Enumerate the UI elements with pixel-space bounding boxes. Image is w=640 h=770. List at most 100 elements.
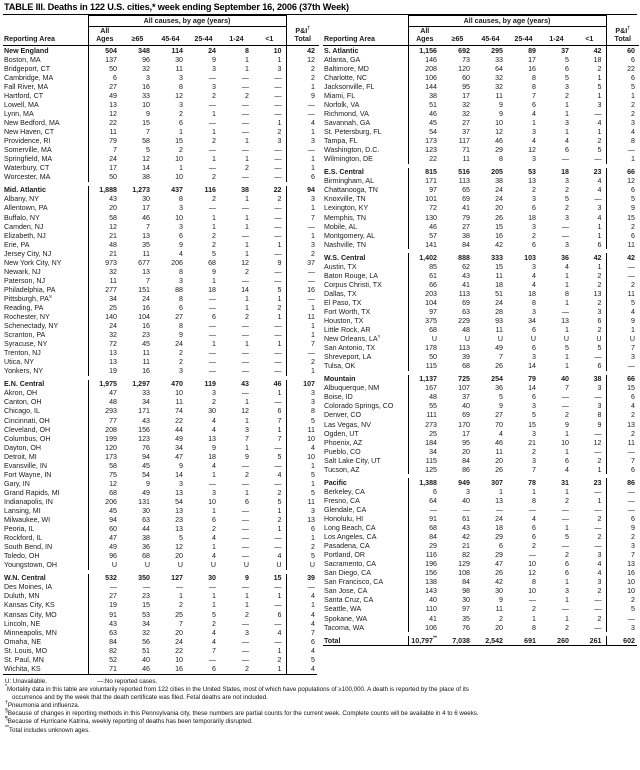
cell-age-under-1: —: [274, 583, 282, 592]
cell-pi-total: 3: [285, 506, 319, 516]
cell-age-45-64: 26: [495, 213, 503, 222]
cell-pi-total: 1: [285, 321, 319, 331]
cell-reporting-area: Philadelphia, PA: [3, 285, 89, 295]
cell-pi-total: 86: [605, 478, 639, 488]
cell-age-1-24: 3: [245, 425, 249, 434]
cell-age-25-44: 7: [532, 91, 536, 100]
cell-reporting-area: Jacksonville, FL: [323, 82, 409, 92]
table-row-region: E.N. Central 1,975 1,297 470 119 43 46 107: [3, 380, 319, 390]
cell-age-25-44: 8: [532, 73, 536, 82]
cell-pi-total: —: [605, 614, 639, 624]
table-row: Milwaukee, WI 94 63 23 6 — 2 13: [3, 515, 319, 525]
cell-pi-total: 9: [605, 316, 639, 326]
cell-all-ages: 11: [109, 276, 117, 285]
cell-age-1-24: —: [241, 516, 249, 525]
cell-age-1-24: 1: [245, 240, 249, 249]
cell-age-25-44: —: [208, 331, 216, 340]
col-pi-total-word-right: Total: [614, 34, 631, 43]
cell-all-ages: 13: [109, 349, 117, 358]
cell-reporting-area: Wilmington, DE: [323, 154, 409, 164]
footnotes: U: Unavailable. —:No reported cases. *Mo…: [3, 675, 637, 735]
cell-all-ages: 91: [429, 515, 437, 523]
table-row: Schenectady, NY 24 16 8— — —1: [3, 321, 319, 331]
cell-age-45-64: 44: [175, 425, 183, 434]
cell-all-ages: 293: [105, 407, 117, 416]
cell-age-65: 17: [462, 91, 470, 100]
cell-pi-total: 3: [605, 352, 639, 362]
cell-age-under-1: 1: [277, 55, 282, 64]
cell-reporting-area: Fort Wayne, IN: [3, 470, 89, 480]
cell-age-1-24: 6: [565, 146, 569, 155]
cell-all-ages: 104: [425, 298, 437, 307]
table-row: Pittsburgh, PA§ 34 24 8—1 1—: [3, 294, 319, 304]
cell-age-1-24: 2: [245, 664, 249, 673]
cell-all-ages: 146: [425, 55, 437, 64]
cell-reporting-area: Lexington, KY: [323, 204, 409, 214]
table-row-region: W.S. Central 1,402 888 333 103 36 42 42: [323, 253, 639, 263]
cell-age-65: 41: [462, 204, 470, 213]
cell-age-65: 94: [142, 452, 150, 461]
cell-pi-total: 5: [285, 416, 319, 426]
cell-reporting-area: Atlanta, GA: [323, 55, 409, 65]
cell-age-1-24: 1: [245, 213, 249, 222]
cell-age-45-64: 29: [495, 146, 503, 155]
cell-age-under-1: 2: [597, 298, 602, 307]
cell-all-ages: 52: [109, 655, 117, 664]
cell-age-1-24: —: [241, 646, 249, 655]
cell-age-45-64: 9: [499, 596, 503, 605]
cell-age-25-44: 12: [528, 146, 536, 155]
cell-pi-total: 3: [285, 398, 319, 408]
cell-reporting-area: Somerville, MA: [3, 145, 89, 155]
cell-age-1-24: 4: [565, 465, 569, 474]
cell-age-25-44: 6: [532, 393, 536, 402]
cell-age-25-44: 1: [212, 470, 216, 479]
cell-age-under-1: —: [274, 73, 282, 82]
table-row: Evansville, IN 58 45 9 4— —1: [3, 461, 319, 471]
cell-age-65: 40: [462, 496, 470, 505]
cell-reporting-area: Waterbury, CT: [3, 163, 89, 173]
cell-age-65: 151: [138, 285, 150, 294]
cell-age-1-24: —: [241, 507, 249, 515]
cell-reporting-area: Houston, TX: [323, 316, 409, 326]
cell-age-65: 43: [462, 524, 470, 533]
col-age-45-64-left: 45-64: [154, 26, 187, 47]
cell-reporting-area: Grand Rapids, MI: [3, 488, 89, 498]
cell-pi-total: 4: [605, 307, 639, 317]
cell-age-65: 40: [142, 655, 150, 664]
cell-age-1-24: 2: [245, 164, 249, 173]
cell-reporting-area: Rochester, NY: [3, 312, 89, 322]
cell-all-ages: 97: [429, 186, 437, 195]
table-row: Lexington, KY 72 41 20 6 2 3 9: [323, 204, 639, 214]
table-row: Worcester, MA 50 38 10 2— —6: [3, 172, 319, 183]
cell-age-1-24: —: [561, 402, 569, 411]
cell-age-45-64: 22: [175, 646, 183, 655]
cell-reporting-area: New Orleans, LA¶: [323, 334, 409, 344]
cell-age-under-1: 46: [273, 380, 282, 389]
table-row: Chicago, IL 293 171 74 30 12 6 8: [3, 407, 319, 417]
table-row: Shreveport, LA 50 39 7 3 1—3: [323, 352, 639, 362]
table-row-region: Mid. Atlantic 1,888 1,273 437 116 38 22 94: [3, 186, 319, 196]
cell-all-ages: 63: [109, 628, 117, 637]
cell-age-1-24: 5: [565, 73, 569, 82]
cell-reporting-area: Rockford, IL: [3, 533, 89, 543]
cell-reporting-area: Worcester, MA: [3, 172, 89, 183]
cell-age-25-44: —: [208, 303, 216, 312]
cell-reporting-area: San Francisco, CA: [323, 577, 409, 588]
cell-age-65: 61: [462, 515, 470, 523]
cell-pi-total: —: [605, 361, 639, 371]
cell-age-65: 7: [146, 128, 150, 137]
cell-reporting-area: Gary, IN: [3, 479, 89, 489]
cell-age-1-24: —: [241, 543, 249, 552]
cell-age-65: 13: [142, 231, 150, 240]
cell-age-25-44: 3: [212, 389, 216, 398]
cell-age-65: 30: [142, 195, 150, 204]
cell-age-65: 156: [138, 425, 150, 434]
cell-pi-total: 3: [605, 541, 639, 551]
cell-all-ages: 208: [425, 64, 437, 73]
cell-age-25-44: 4: [532, 515, 536, 523]
cell-age-25-44: 1: [212, 601, 216, 610]
table-row: Denver, CO 111 69 27 5 2 8 2: [323, 411, 639, 421]
cell-age-65: 38: [142, 173, 150, 182]
cell-pi-total: 2: [285, 542, 319, 552]
cell-all-ages: 25: [109, 303, 117, 312]
